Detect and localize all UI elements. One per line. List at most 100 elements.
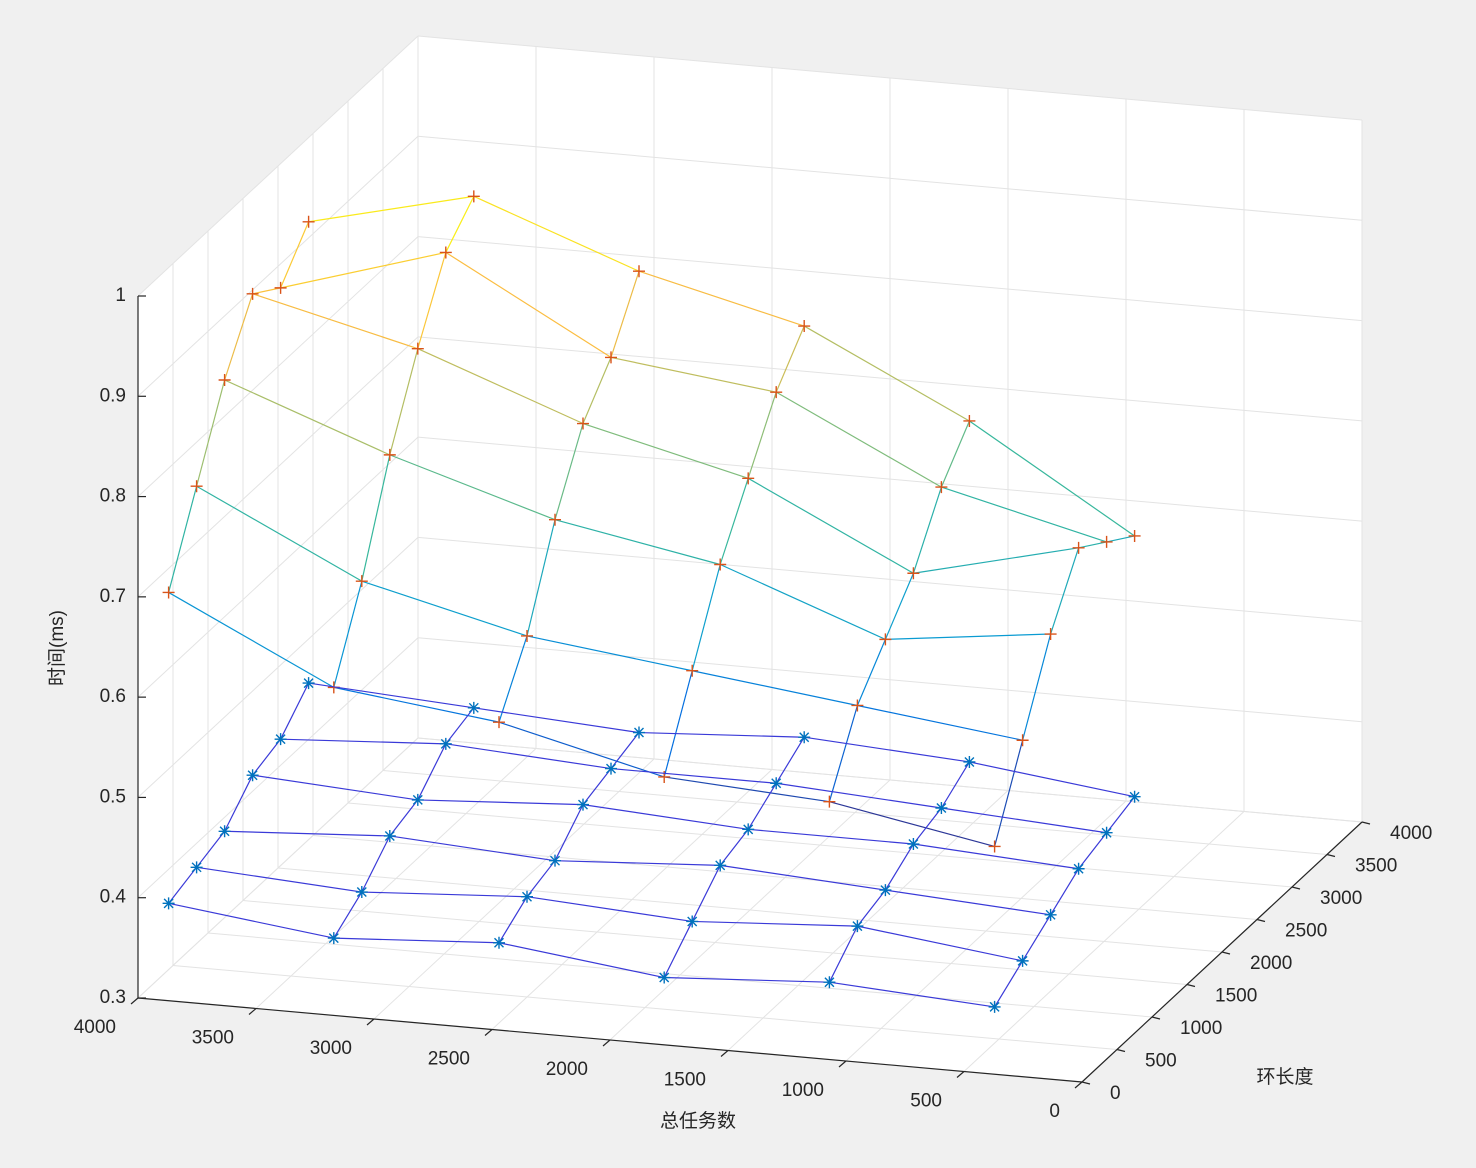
- grid-line: [172, 965, 1118, 1050]
- grid: [137, 35, 1363, 1083]
- data-marker: [218, 374, 231, 386]
- mesh-line: [776, 782, 942, 809]
- data-marker: [493, 716, 505, 729]
- mesh-line: [885, 633, 1051, 640]
- data-marker: [1016, 734, 1029, 747]
- mesh-line: [748, 828, 914, 845]
- x-axis-label: 总任务数: [660, 1110, 736, 1132]
- data-marker: [521, 629, 533, 642]
- mesh-line: [252, 293, 418, 350]
- grid-line: [242, 900, 1188, 985]
- mesh-line: [663, 670, 693, 778]
- y-tick-label: 3500: [1355, 856, 1397, 877]
- data-marker: [633, 265, 645, 278]
- data-marker: [1016, 954, 1029, 967]
- x-tick: [130, 997, 139, 1005]
- z-tick-label: 0.8: [100, 486, 126, 507]
- data-marker: [355, 886, 368, 899]
- x-tick: [720, 1050, 729, 1057]
- data-marker: [686, 915, 699, 928]
- data-marker: [383, 448, 396, 461]
- x-tick-label: 4000: [74, 1017, 116, 1038]
- data-marker: [605, 351, 617, 364]
- x-tick-label: 1000: [782, 1080, 824, 1101]
- data-marker: [823, 976, 836, 989]
- mesh-line: [168, 866, 198, 904]
- y-tick: [1081, 1081, 1091, 1085]
- mesh-line: [747, 477, 914, 574]
- y-tick: [1256, 918, 1266, 923]
- plot-area: [138, 36, 1362, 1082]
- data-marker: [823, 795, 836, 808]
- x-tick: [366, 1018, 375, 1026]
- z-tick-label: 0.7: [100, 586, 126, 607]
- mesh-line: [912, 807, 942, 845]
- mesh-line: [526, 896, 693, 923]
- mesh-line: [554, 804, 584, 861]
- mesh-line: [333, 581, 363, 688]
- mesh-line: [389, 348, 419, 456]
- mesh-line: [252, 287, 281, 295]
- data-marker: [1072, 862, 1085, 875]
- data-marker: [851, 699, 864, 712]
- mesh-line: [610, 767, 777, 784]
- mesh-line: [775, 325, 805, 393]
- mesh-line: [361, 891, 528, 898]
- data-marker: [605, 762, 617, 775]
- data-marker: [246, 769, 259, 782]
- grid-line: [417, 737, 1363, 823]
- grid-line: [417, 35, 1363, 121]
- mesh-line: [1022, 914, 1052, 962]
- data-marker: [162, 586, 175, 599]
- mesh-line: [941, 807, 1107, 834]
- mesh-line: [280, 738, 446, 745]
- mesh-line: [747, 391, 777, 479]
- data-marker: [742, 823, 755, 836]
- mesh-line: [940, 420, 970, 488]
- data-marker: [1072, 541, 1085, 554]
- data-marker: [963, 414, 976, 427]
- mesh-line: [969, 420, 1135, 537]
- z-tick-label: 0.4: [100, 887, 127, 908]
- x-tick: [1074, 1081, 1083, 1089]
- data-marker: [274, 281, 287, 294]
- mesh-line: [252, 774, 418, 801]
- y-tick-label: 3000: [1320, 888, 1362, 909]
- data-marker: [1128, 529, 1141, 542]
- y-tick-label: 2500: [1285, 921, 1327, 942]
- mesh-line: [417, 252, 447, 349]
- mesh-line: [912, 486, 942, 574]
- z-tick-label: 0.6: [100, 686, 126, 707]
- data-marker: [218, 825, 231, 838]
- data-marker: [770, 386, 783, 399]
- mesh-line: [913, 547, 1079, 574]
- mesh-line: [638, 270, 805, 327]
- data-marker: [190, 861, 203, 874]
- mesh-line: [526, 519, 556, 637]
- grid-line: [417, 135, 1363, 221]
- mesh-line: [554, 860, 721, 866]
- mesh-line: [775, 391, 942, 488]
- data-marker: [246, 287, 259, 300]
- y-tick-label: 1000: [1180, 1018, 1222, 1039]
- data-marker: [658, 971, 671, 984]
- mesh-line: [196, 379, 226, 487]
- mesh-line: [829, 981, 995, 1008]
- mesh-line: [224, 830, 390, 837]
- x-tick-label: 3000: [310, 1038, 352, 1059]
- mesh-line: [804, 736, 970, 763]
- mesh-line: [224, 379, 391, 456]
- data-marker: [355, 575, 368, 588]
- grid-line: [417, 536, 1363, 622]
- mesh-line: [308, 682, 474, 709]
- grid-line: [312, 835, 1258, 920]
- data-marker: [879, 884, 892, 897]
- mesh-line: [885, 889, 1051, 916]
- mesh-line: [747, 782, 777, 830]
- y-tick-label: 4000: [1390, 823, 1432, 844]
- data-marker: [742, 472, 755, 485]
- mesh-line: [168, 902, 334, 939]
- x-tick: [838, 1060, 847, 1068]
- surface: [162, 677, 1141, 1013]
